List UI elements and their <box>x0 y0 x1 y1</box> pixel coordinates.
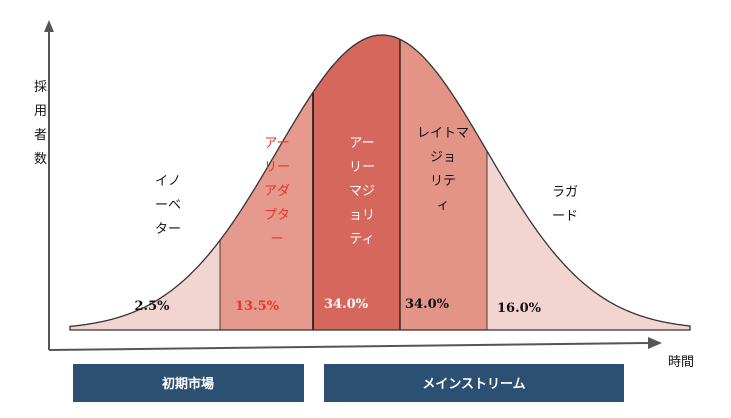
segment-label-laggards: ラガード <box>552 185 578 224</box>
percent-laggards: 16.0% <box>497 301 542 316</box>
segment-label-line: ィ <box>436 198 449 213</box>
y-axis-label: 採 用 者 数 <box>34 80 47 167</box>
bell-curve <box>69 34 691 331</box>
segment-dividers <box>219 39 488 330</box>
y-axis-label-char: 者 <box>34 128 47 143</box>
segment-fill-early-majority <box>313 35 400 330</box>
segment-label-line: アー <box>349 136 374 151</box>
segment-label-innovators: イノーベター <box>155 174 181 237</box>
segment-label-line: ー <box>270 232 283 247</box>
y-axis-label-char: 用 <box>34 104 47 119</box>
x-axis-arrow-icon <box>648 337 662 349</box>
segment-fill-laggards <box>487 35 690 330</box>
segment-label-line: レイトマ <box>417 126 469 141</box>
market-bars: 初期市場 メインストリーム <box>73 364 624 402</box>
percent-late-majority: 34.0% <box>405 297 450 312</box>
y-axis-label-char: 数 <box>34 152 47 167</box>
segment-label-line: リテ <box>430 174 456 189</box>
market-label-mainstream: メインストリーム <box>422 377 525 392</box>
segment-label-line: プタ <box>264 208 290 223</box>
segment-label-line: イノ <box>155 174 181 189</box>
segment-fill-innovators <box>70 35 220 330</box>
segment-label-early-majority: アーリーマジョリティ <box>349 136 375 247</box>
y-axis-label-char: 採 <box>34 80 47 95</box>
y-axis-arrow-icon <box>44 20 54 32</box>
axes <box>44 20 662 351</box>
segment-label-line: リー <box>264 160 290 175</box>
segment-label-line: アダ <box>264 184 290 199</box>
market-bar-early-market <box>73 364 304 402</box>
x-axis <box>48 342 651 351</box>
segment-label-early-adopters: アーリーアダプター <box>264 136 290 247</box>
segment-label-line: アー <box>264 136 289 151</box>
segment-label-line: リー <box>349 160 375 175</box>
segment-label-line: ジョ <box>430 150 456 165</box>
x-axis-label: 時間 <box>668 355 694 370</box>
segment-label-line: マジ <box>349 184 375 199</box>
segment-label-line: ョリ <box>349 208 375 223</box>
segment-label-line: ター <box>155 222 181 237</box>
segment-label-line: ード <box>552 209 578 224</box>
percent-innovators: 2.5% <box>135 299 171 314</box>
segment-label-line: ティ <box>349 232 374 247</box>
segment-label-late-majority: レイトマジョリティ <box>417 126 469 213</box>
percent-early-majority: 34.0% <box>324 297 369 312</box>
segment-label-line: ラガ <box>552 185 578 200</box>
market-label-early-market: 初期市場 <box>162 376 214 392</box>
market-bar-mainstream <box>324 364 624 402</box>
segment-fill-early-adopters <box>220 35 313 330</box>
percent-early-adopters: 13.5% <box>235 299 280 314</box>
segment-label-line: ーベ <box>155 198 181 213</box>
